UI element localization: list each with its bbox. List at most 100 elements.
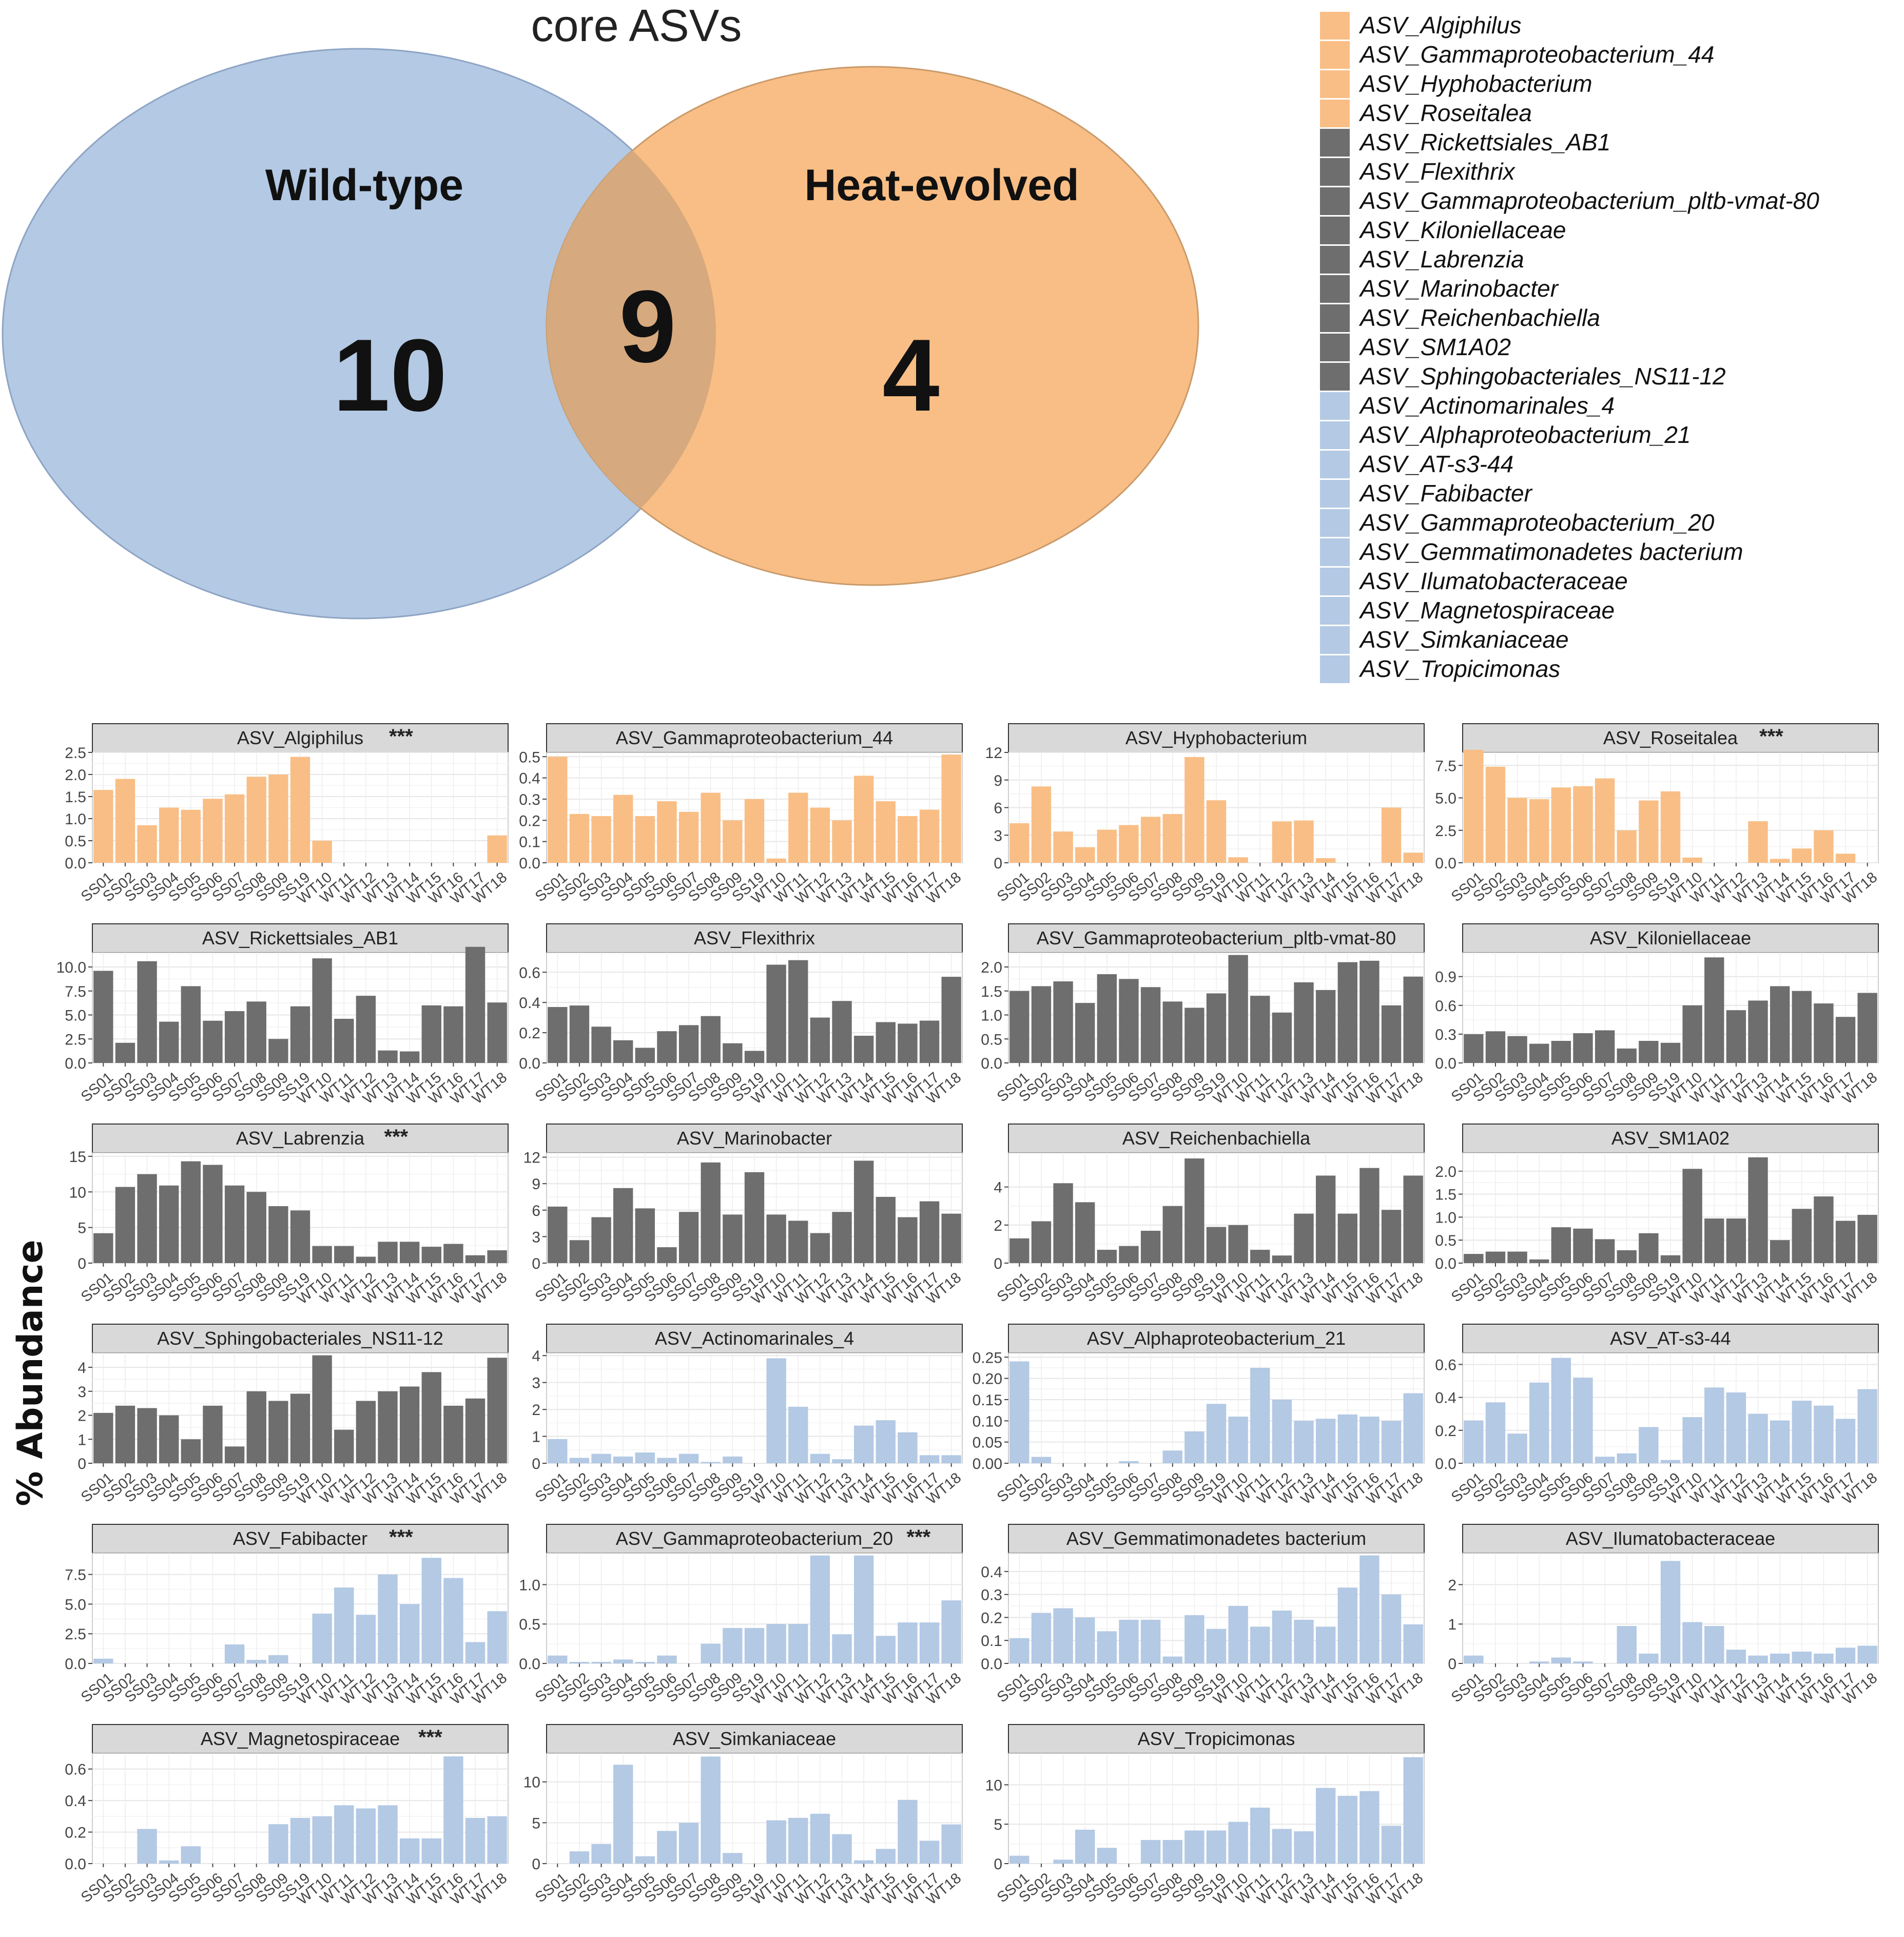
bar (1551, 1041, 1571, 1063)
y-tick-label: 3 (532, 1229, 540, 1246)
bar (1682, 1169, 1702, 1263)
bar (487, 1250, 507, 1263)
y-tick-label: 0.2 (65, 1825, 86, 1842)
bar (1250, 1626, 1270, 1663)
facet-panel: ASV_Gammaproteobacterium_pltb-vmat-80 0.0… (981, 923, 1426, 1108)
y-tick-label: 2.5 (65, 745, 86, 762)
legend-label: ASV_Gemmatimonadetes bacterium (1360, 538, 1743, 565)
bar (1315, 858, 1336, 863)
facet-strip (92, 1724, 509, 1754)
facet-title: ASV_Labrenzia (236, 1128, 365, 1149)
bar (1294, 1213, 1314, 1263)
legend-swatch (1320, 626, 1350, 654)
bar (1573, 1661, 1593, 1663)
bar (1272, 1610, 1292, 1663)
bar (1315, 1175, 1336, 1263)
facet-panel: ASV_Simkaniaceae0510SS01SS02SS03SS04SS05… (523, 1724, 964, 1908)
legend-item: ASV_Reichenbachiella (1319, 303, 1899, 332)
y-tick-label: 7.5 (65, 1567, 86, 1584)
bar (1617, 1626, 1637, 1663)
bar (723, 820, 743, 863)
bar (1075, 1003, 1095, 1063)
bar (657, 1831, 677, 1864)
bar (832, 820, 852, 863)
bar (93, 1412, 113, 1463)
bar (723, 1628, 743, 1663)
bar (115, 779, 135, 863)
bar (1792, 848, 1812, 863)
y-tick-label: 0.0 (1435, 1055, 1456, 1072)
y-tick-label: 2 (1448, 1577, 1456, 1594)
y-tick-label: 1.5 (65, 789, 86, 806)
bar (898, 1432, 918, 1463)
bar (224, 794, 245, 863)
bar (941, 1824, 961, 1864)
bar (487, 1358, 507, 1463)
y-tick-label: 5 (77, 1220, 86, 1237)
facet-title: ASV_Marinobacter (677, 1128, 832, 1149)
bar (1507, 798, 1527, 863)
bar (1682, 857, 1702, 863)
legend-swatch (1320, 597, 1350, 625)
bar (591, 1661, 611, 1663)
bar (399, 1051, 420, 1063)
bar (224, 1446, 245, 1463)
facet-title: ASV_Gammaproteobacterium_44 (616, 727, 893, 748)
facet-bar-charts: % Abundance ASV_Algiphilus *** 0.0 0.5 1.0 1.5… (10, 723, 1880, 1908)
facet-strip (1008, 1324, 1425, 1353)
bar (1464, 1655, 1484, 1663)
legend-item: ASV_Actinomarinales_4 (1319, 391, 1899, 420)
bar (635, 816, 655, 863)
y-tick-label: 5 (994, 1816, 1002, 1833)
facet-title: ASV_Actinomarinales_4 (655, 1328, 854, 1349)
legend-label: ASV_Marinobacter (1360, 275, 1559, 302)
bar (487, 1002, 507, 1063)
y-tick-label: 0.15 (973, 1392, 1002, 1409)
bar (1639, 1427, 1659, 1463)
bar (657, 1031, 677, 1063)
bar (1272, 1255, 1292, 1263)
y-tick-label: 3 (77, 1384, 86, 1401)
bar (1184, 1830, 1204, 1864)
bar (115, 1187, 135, 1263)
bar (399, 1838, 420, 1864)
bar (919, 1622, 940, 1663)
bar (378, 1050, 398, 1063)
bar (312, 1246, 332, 1263)
bar (290, 757, 310, 863)
bar (1337, 1414, 1357, 1463)
bar (159, 1415, 179, 1463)
bar (1814, 1653, 1834, 1663)
bar (1464, 1420, 1484, 1463)
bar (1381, 1594, 1402, 1663)
bar (876, 1197, 896, 1263)
bar (1551, 787, 1571, 863)
bar (1206, 1629, 1227, 1663)
legend-label: ASV_Reichenbachiella (1360, 304, 1600, 331)
y-tick-label: 0.6 (1435, 998, 1456, 1015)
bar (635, 1452, 655, 1463)
bar (378, 1242, 398, 1263)
bar (159, 1860, 179, 1864)
bar (1381, 807, 1402, 863)
bar (919, 809, 940, 863)
y-tick-label: 0.4 (65, 1793, 86, 1810)
bar (1140, 1619, 1161, 1663)
bar (115, 1042, 135, 1063)
facet-strip (1462, 723, 1879, 753)
venn-diagram: core ASVs Wild-type Heat-evolved 10 9 4 (2, 0, 1199, 619)
legend-label: ASV_Gammaproteobacterium_pltb-vmat-80 (1360, 187, 1819, 214)
facet-strip (1008, 723, 1425, 753)
y-tick-label: 9 (532, 1176, 540, 1193)
bar (766, 1358, 786, 1463)
y-tick-label: 12 (985, 745, 1002, 762)
y-tick-label: 5.0 (65, 1008, 86, 1024)
legend-label: ASV_Algiphilus (1360, 12, 1522, 38)
bar (1294, 1421, 1314, 1463)
bar (1009, 1361, 1029, 1463)
bar (678, 1025, 699, 1063)
bar (548, 757, 568, 863)
bar (1814, 1405, 1834, 1463)
bar (1748, 821, 1768, 863)
bar (1359, 960, 1380, 1063)
